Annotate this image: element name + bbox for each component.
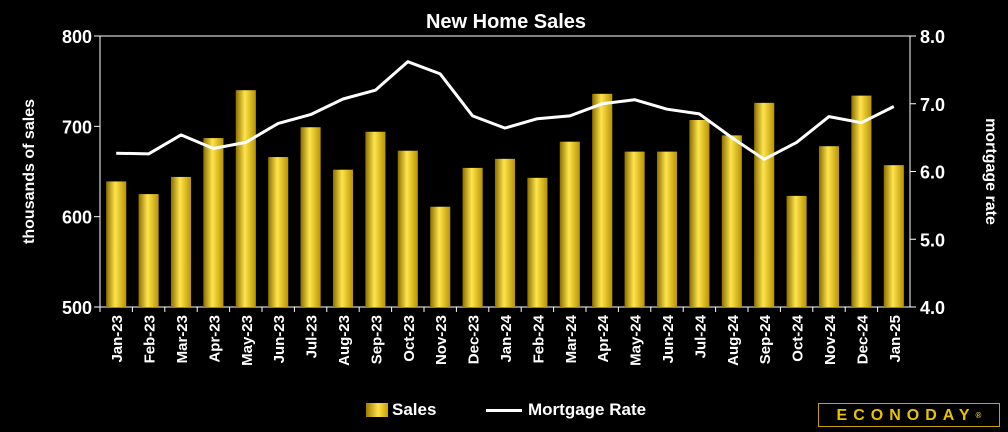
bar-sales — [106, 181, 127, 307]
y2-tick-label: 8.0 — [920, 27, 945, 47]
plot-area: 500 600 700 800 4.0 5.0 6.0 7.0 8.0 Jan-23 Feb-23 M… — [21, 27, 999, 366]
y2-tick-label: 7.0 — [920, 95, 945, 115]
bar-sales — [203, 138, 224, 307]
chart-title: New Home Sales — [426, 11, 586, 33]
legend-swatch-mortgage-rate — [486, 408, 522, 412]
bar-sales — [365, 131, 386, 307]
y2-tick-label: 4.0 — [920, 298, 945, 318]
bar-sales — [592, 93, 613, 308]
x-tick-label: Mar-23 — [174, 315, 191, 363]
bar-sales — [235, 90, 256, 307]
bar-sales — [430, 206, 451, 307]
x-tick-label: Jan-24 — [498, 314, 515, 362]
bar-sales — [624, 151, 645, 307]
bar-sales — [300, 127, 321, 307]
x-tick-label: Jul-24 — [692, 314, 709, 358]
bar-sales — [656, 151, 678, 307]
y-axis-title: thousands of sales — [21, 99, 38, 244]
y2-tick-label: 5.0 — [920, 230, 945, 250]
bar-sales — [397, 150, 418, 307]
x-tick-label: Mar-24 — [563, 314, 580, 363]
x-tick-label: Aug-24 — [725, 314, 742, 365]
x-tick-label: Sep-23 — [368, 315, 385, 364]
x-tick-label: Aug-23 — [336, 315, 353, 366]
x-tick-label: Feb-23 — [142, 315, 159, 363]
econoday-logo: ECONODAY® — [818, 403, 1000, 427]
x-tick-label: May-24 — [628, 314, 645, 366]
x-tick-label: Oct-23 — [401, 315, 418, 362]
bar-sales — [689, 120, 710, 307]
bar-sales — [883, 165, 904, 307]
y2-axis-title: mortgage rate — [982, 118, 999, 225]
bar-sales — [462, 167, 483, 307]
bar-sales — [494, 158, 516, 307]
bar-sales — [138, 194, 159, 307]
x-tick-label: Oct-24 — [790, 314, 807, 361]
x-tick-label: Nov-24 — [822, 314, 839, 365]
line-mortgage-rate — [116, 60, 895, 161]
y-tick-label: 600 — [62, 208, 92, 228]
x-tick-label: Jan-23 — [109, 315, 126, 363]
logo-registered-mark: ® — [975, 411, 982, 420]
bar-sales — [818, 146, 840, 307]
x-tick-label: Apr-24 — [595, 314, 612, 362]
y2-tick-label: 6.0 — [920, 163, 945, 183]
legend-swatch-sales — [366, 403, 388, 417]
bar-sales — [754, 102, 775, 307]
bar-sales — [170, 176, 192, 307]
bar-sales — [559, 141, 580, 307]
x-tick-label: Dec-24 — [854, 314, 871, 364]
y-tick-label: 500 — [62, 298, 92, 318]
x-tick-label: Jun-24 — [660, 314, 677, 363]
bar-sales — [721, 135, 742, 307]
bar-sales — [786, 195, 807, 307]
x-tick-label: May-23 — [239, 315, 256, 366]
bar-sales — [851, 95, 872, 308]
x-tick-label: Dec-23 — [466, 315, 483, 364]
bar-sales — [527, 177, 548, 307]
logo-text: ECONODAY — [836, 407, 976, 424]
x-tick-label: Feb-24 — [530, 314, 547, 363]
legend-item-sales: Sales — [366, 400, 436, 420]
bar-sales — [268, 157, 289, 307]
legend-item-mortgage-rate: Mortgage Rate — [486, 400, 646, 420]
x-tick-label: Apr-23 — [206, 315, 223, 363]
legend-label-mortgage-rate: Mortgage Rate — [528, 400, 647, 419]
legend-label-sales: Sales — [392, 400, 437, 419]
x-tick-label: Jul-23 — [304, 315, 321, 358]
x-tick-label: Jun-23 — [271, 315, 288, 363]
x-tick-label: Nov-23 — [433, 315, 450, 365]
x-tick-label: Sep-24 — [757, 314, 774, 364]
y-tick-label: 700 — [62, 117, 92, 137]
legend: Sales Mortgage Rate — [0, 400, 1008, 424]
x-tick-label: Jan-25 — [887, 315, 904, 363]
bar-sales — [332, 169, 354, 307]
chart-svg: New Home Sales 500 600 700 800 4.0 5.0 6.0 7.0 8… — [21, 11, 999, 366]
y-tick-label: 800 — [62, 27, 92, 47]
